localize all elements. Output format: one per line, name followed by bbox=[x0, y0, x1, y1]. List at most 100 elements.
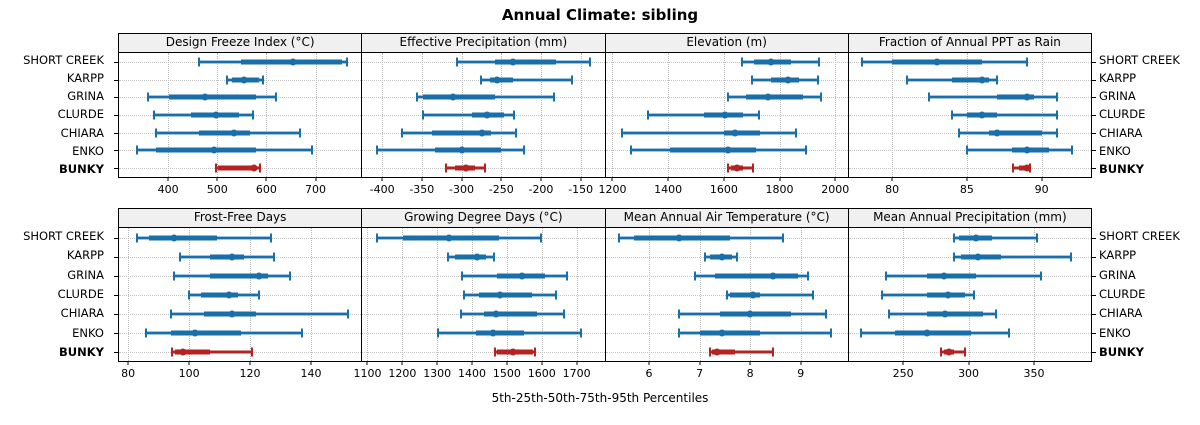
median-dot bbox=[492, 310, 500, 317]
site-label-enko: ENKO bbox=[1099, 143, 1131, 158]
interval-row-clurde bbox=[605, 285, 848, 304]
band-25-75 bbox=[199, 130, 251, 136]
cap-5th bbox=[444, 163, 447, 173]
cap-95th bbox=[299, 128, 302, 138]
interval-row-karpp bbox=[114, 247, 362, 266]
cap-5th bbox=[693, 271, 696, 280]
median-dot bbox=[731, 129, 739, 137]
median-dot bbox=[201, 93, 208, 101]
cap-5th bbox=[1012, 163, 1015, 173]
cap-5th bbox=[727, 163, 730, 173]
cap-5th bbox=[153, 110, 156, 120]
band-25-75 bbox=[175, 349, 211, 354]
cap-95th bbox=[258, 290, 261, 299]
cap-95th bbox=[512, 110, 515, 120]
band-25-75 bbox=[149, 235, 217, 240]
x-tick-label: -350 bbox=[409, 183, 435, 196]
cap-95th bbox=[483, 163, 486, 173]
cap-95th bbox=[1070, 145, 1073, 155]
interval-row-short-creek bbox=[362, 228, 605, 247]
panel-row-top: Design Freeze Index (°C) 400 500 600 700 Effe… bbox=[114, 33, 1096, 196]
site-label-short-creek: SHORT CREEK bbox=[23, 228, 104, 243]
cap-5th bbox=[198, 57, 201, 67]
cap-95th bbox=[252, 110, 255, 120]
x-tick-mark bbox=[265, 177, 267, 181]
x-tick-label: 140 bbox=[300, 367, 322, 380]
panel-title: Effective Precipitation (mm) bbox=[362, 34, 605, 53]
cap-5th bbox=[416, 92, 419, 102]
y-tick-mark bbox=[1091, 256, 1096, 258]
interval-row-bunky bbox=[114, 342, 362, 361]
interval-row-clurde bbox=[362, 106, 605, 124]
cap-95th bbox=[345, 57, 348, 67]
cap-95th bbox=[995, 309, 998, 318]
median-dot bbox=[509, 58, 517, 66]
median-dot bbox=[225, 291, 233, 298]
y-tick-mark bbox=[114, 237, 119, 239]
y-tick-mark bbox=[1091, 61, 1096, 63]
cap-95th bbox=[812, 290, 815, 299]
median-dot bbox=[767, 58, 775, 66]
median-dot bbox=[721, 111, 729, 119]
panel-mean-annual-precipitation-mm: Mean Annual Precipitation (mm) 250 300 350 bbox=[847, 209, 1096, 380]
y-tick-mark bbox=[114, 150, 119, 152]
interval-row-chiara bbox=[114, 304, 362, 323]
cap-95th bbox=[270, 233, 273, 242]
x-tick-mark bbox=[902, 361, 904, 365]
band-25-75 bbox=[996, 94, 1035, 100]
panel-plot bbox=[848, 53, 1096, 177]
median-dot bbox=[493, 76, 501, 84]
cap-5th bbox=[480, 75, 483, 85]
band-25-75 bbox=[729, 292, 761, 297]
panel-plot bbox=[114, 228, 362, 361]
cap-95th bbox=[523, 145, 526, 155]
y-tick-mark bbox=[114, 61, 119, 63]
interval-row-clurde bbox=[848, 285, 1096, 304]
cap-95th bbox=[1069, 252, 1072, 261]
band-25-75 bbox=[714, 273, 799, 278]
y-tick-mark bbox=[1091, 237, 1096, 239]
x-tick-label: 7 bbox=[696, 367, 704, 380]
band-25-75 bbox=[490, 77, 514, 83]
cap-5th bbox=[169, 309, 172, 318]
panel-title: Frost-Free Days bbox=[119, 209, 362, 228]
median-dot bbox=[1023, 93, 1031, 101]
x-tick-mark bbox=[500, 177, 502, 181]
x-tick-label: 600 bbox=[255, 183, 277, 196]
cap-5th bbox=[421, 110, 424, 120]
cap-5th bbox=[136, 233, 139, 242]
cap-95th bbox=[346, 309, 349, 318]
cap-5th bbox=[178, 252, 181, 261]
interval-row-short-creek bbox=[114, 228, 362, 247]
x-tick-label: -250 bbox=[488, 183, 514, 196]
median-dot bbox=[449, 93, 457, 101]
interval-row-karpp bbox=[114, 71, 362, 89]
x-tick-label: 2000 bbox=[821, 183, 850, 196]
whisker-5-95 bbox=[481, 78, 572, 81]
median-dot bbox=[462, 164, 469, 172]
median-dot bbox=[933, 58, 941, 66]
median-dot bbox=[179, 348, 187, 355]
cap-5th bbox=[621, 128, 624, 138]
x-tick-mark bbox=[968, 361, 970, 365]
x-tick-mark bbox=[749, 361, 751, 365]
panel-elevation-m: Elevation (m) 1200 1400 1600 1800 2000 bbox=[598, 34, 849, 196]
interval-row-bunky bbox=[605, 159, 848, 177]
cap-5th bbox=[136, 145, 139, 155]
band-25-75 bbox=[719, 311, 791, 316]
site-label-karpp: KARPP bbox=[66, 248, 104, 263]
band-25-75 bbox=[669, 147, 756, 153]
site-labels-top-right: SHORT CREEK KARPP GRINA CLURDE CHIARA ENKO BUN… bbox=[1092, 51, 1200, 178]
y-tick-mark bbox=[1091, 132, 1096, 134]
site-label-enko: ENKO bbox=[72, 325, 104, 340]
x-tick-label: -150 bbox=[568, 183, 594, 196]
interval-row-bunky bbox=[114, 159, 362, 177]
x-tick-label: 1400 bbox=[458, 367, 487, 380]
median-dot bbox=[945, 348, 953, 355]
x-tick-label: 700 bbox=[305, 183, 327, 196]
site-labels-bottom-right: SHORT CREEK KARPP GRINA CLURDE CHIARA ENKO BUN… bbox=[1092, 226, 1200, 362]
x-tick-mark bbox=[834, 177, 836, 181]
interval-row-grina bbox=[848, 266, 1096, 285]
median-dot bbox=[718, 329, 726, 336]
cap-5th bbox=[446, 252, 449, 261]
